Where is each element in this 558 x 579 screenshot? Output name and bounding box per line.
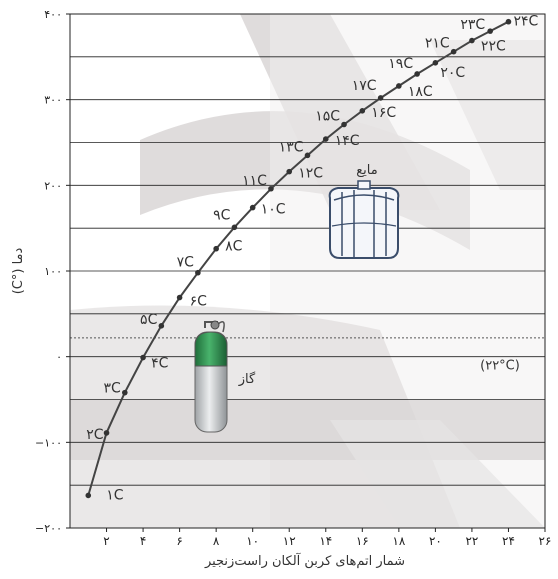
data-point <box>505 18 512 25</box>
data-point-label: ۲۱C <box>425 36 450 52</box>
x-tick-label: ۱۰ <box>246 534 259 548</box>
x-tick-label: ۲۶ <box>539 534 552 548</box>
x-tick-label: ۲۲ <box>465 534 478 548</box>
boiling-point-series: ۱C ۲C ۳C ۴C ۵C ۶C ۷C ۸C ۹C ۱۰C ۱۱C ۱۲C ۱۳C ۱۴C ۱۵C ۱۶C ۱… <box>85 14 539 503</box>
data-point-label: ۲۲C <box>481 39 506 55</box>
chart-gridlines <box>70 56 545 486</box>
x-tick-label: ۲۴ <box>502 534 515 548</box>
x-tick-label: ۲۰ <box>429 534 442 548</box>
data-point <box>432 60 439 66</box>
data-point <box>249 204 256 211</box>
data-point-label: ۲۴C <box>513 14 538 30</box>
data-point <box>414 71 420 77</box>
x-tick-label: ۱۲ <box>283 534 296 548</box>
x-tick-label: ۴ <box>140 534 146 548</box>
data-point <box>85 492 92 499</box>
gas-cylinder-icon <box>194 320 228 433</box>
data-point-label: ۱۴C <box>335 133 360 149</box>
data-point <box>195 269 201 276</box>
data-point <box>286 168 293 175</box>
x-tick-label: ۱۸ <box>392 534 405 548</box>
x-axis-title: شمار اتم‌های کربن آلکان راست‌زنجیر <box>204 552 405 569</box>
data-point <box>396 83 402 89</box>
x-tick-label: ۸ <box>213 534 220 548</box>
data-point-label: ۱۲C <box>298 166 323 182</box>
data-point-label: ۷C <box>177 255 195 271</box>
data-point <box>231 224 238 231</box>
data-point <box>304 152 311 159</box>
data-point <box>469 37 475 44</box>
y-tick-label: ۰ <box>56 351 62 364</box>
data-point-label: ۱C <box>106 487 124 503</box>
y-axis-title: دما (°C) <box>11 248 26 295</box>
y-axis: −۲۰۰ −۱۰۰ ۰ ۱۰۰ ۲۰۰ ۳۰۰ ۴۰۰ <box>35 8 70 535</box>
x-tick-label: ۶ <box>176 534 182 548</box>
data-point-label: ۱۸C <box>408 84 433 100</box>
y-tick-label: ۱۰۰ <box>44 265 62 278</box>
y-tick-label: ۴۰۰ <box>44 8 62 21</box>
x-tick-label: ۲ <box>103 534 109 548</box>
data-point <box>103 430 110 436</box>
data-point-label: ۸C <box>225 239 243 255</box>
data-point <box>122 389 128 396</box>
data-point-label: ۵C <box>140 312 158 328</box>
y-tick-label: ۲۰۰ <box>44 179 62 192</box>
x-tick-label: ۱۶ <box>356 534 369 548</box>
x-axis: ۲ ۴ ۶ ۸ ۱۰ ۱۲ ۱۴ ۱۶ ۱۸ ۲۰ ۲۲ ۲۴ ۲۶ <box>103 528 551 548</box>
y-tick-label: −۱۰۰ <box>35 436 62 449</box>
data-point <box>213 245 219 252</box>
data-point-label: ۹C <box>213 207 231 223</box>
data-point <box>487 28 493 34</box>
boiling-point-curve <box>87 20 509 496</box>
data-point <box>268 185 274 192</box>
gas-region-label: گاز <box>238 371 256 387</box>
data-point-label: ۴C <box>151 356 169 372</box>
liquid-tank-icon <box>328 180 400 259</box>
data-point <box>322 136 329 142</box>
data-point <box>341 121 347 128</box>
data-point-label: ۱۳C <box>279 139 304 155</box>
data-point-label: ۲C <box>86 427 104 443</box>
data-point <box>140 354 146 361</box>
data-point-label: ۱۷C <box>352 78 377 94</box>
x-tick-label: ۱۴ <box>319 534 332 548</box>
data-point-label: ۶C <box>190 294 208 310</box>
data-point-label: ۱۶C <box>371 105 396 121</box>
y-tick-label: −۲۰۰ <box>35 522 62 535</box>
data-point <box>359 108 366 114</box>
data-point-label: ۲۳C <box>460 17 485 33</box>
data-point-label: ۳C <box>104 381 122 397</box>
data-point-label: ۱۰C <box>261 202 286 218</box>
data-point <box>377 95 384 101</box>
data-point <box>176 294 183 301</box>
data-point-label: ۱۵C <box>315 109 340 125</box>
y-tick-label: ۳۰۰ <box>44 94 62 107</box>
room-temperature-label: (۲۲°C) <box>480 359 520 374</box>
data-point-label: ۲۰C <box>440 65 465 81</box>
data-point-label: ۱۱C <box>242 173 267 189</box>
data-point <box>450 48 457 55</box>
data-point <box>158 323 165 329</box>
liquid-region-label: مایع <box>356 163 377 178</box>
data-point-label: ۱۹C <box>388 56 413 72</box>
